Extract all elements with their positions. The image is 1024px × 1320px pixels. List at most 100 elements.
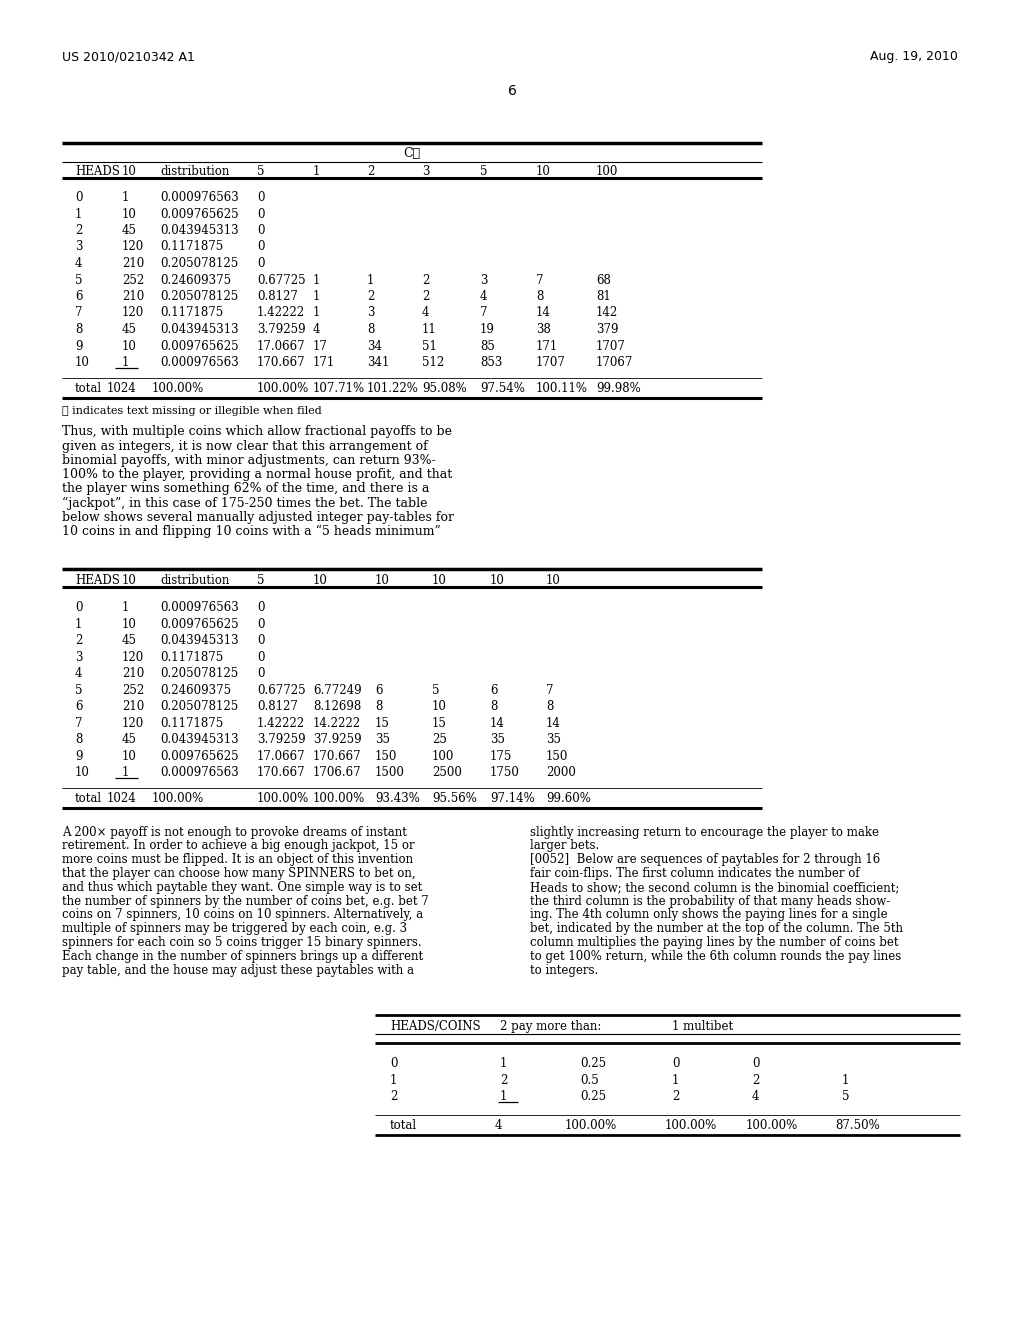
Text: Heads to show; the second column is the binomial coefficient;: Heads to show; the second column is the …	[530, 880, 899, 894]
Text: 1706.67: 1706.67	[313, 766, 361, 779]
Text: 0.67725: 0.67725	[257, 684, 305, 697]
Text: 0.043945313: 0.043945313	[160, 634, 239, 647]
Text: 8: 8	[546, 700, 553, 713]
Text: 101.22%: 101.22%	[367, 381, 419, 395]
Text: 6: 6	[490, 684, 498, 697]
Text: 1500: 1500	[375, 766, 404, 779]
Text: 97.54%: 97.54%	[480, 381, 525, 395]
Text: 3: 3	[422, 165, 429, 178]
Text: 99.98%: 99.98%	[596, 381, 641, 395]
Text: Cⓘ: Cⓘ	[403, 147, 421, 160]
Text: 512: 512	[422, 356, 444, 370]
Text: 0.205078125: 0.205078125	[160, 290, 239, 304]
Text: 15: 15	[375, 717, 390, 730]
Text: given as integers, it is now clear that this arrangement of: given as integers, it is now clear that …	[62, 440, 428, 453]
Text: 0.009765625: 0.009765625	[160, 618, 239, 631]
Text: to integers.: to integers.	[530, 964, 598, 977]
Text: 2: 2	[75, 634, 82, 647]
Text: 252: 252	[122, 273, 144, 286]
Text: 379: 379	[596, 323, 618, 337]
Text: 0.205078125: 0.205078125	[160, 667, 239, 680]
Text: the player wins something 62% of the time, and there is a: the player wins something 62% of the tim…	[62, 482, 429, 495]
Text: distribution: distribution	[160, 165, 229, 178]
Text: 81: 81	[596, 290, 610, 304]
Text: 1: 1	[75, 207, 82, 220]
Text: 210: 210	[122, 257, 144, 271]
Text: 10: 10	[536, 165, 551, 178]
Text: 45: 45	[122, 634, 137, 647]
Text: 1: 1	[500, 1057, 507, 1071]
Text: 35: 35	[490, 733, 505, 746]
Text: Each change in the number of spinners brings up a different: Each change in the number of spinners br…	[62, 950, 423, 962]
Text: 1024: 1024	[106, 381, 137, 395]
Text: 2500: 2500	[432, 766, 462, 779]
Text: pay table, and the house may adjust these paytables with a: pay table, and the house may adjust thes…	[62, 964, 414, 977]
Text: 0: 0	[257, 207, 264, 220]
Text: 5: 5	[480, 165, 487, 178]
Text: more coins must be flipped. It is an object of this invention: more coins must be flipped. It is an obj…	[62, 853, 413, 866]
Text: 170.667: 170.667	[313, 750, 361, 763]
Text: 10: 10	[122, 207, 137, 220]
Text: 1: 1	[390, 1074, 397, 1086]
Text: 7: 7	[546, 684, 554, 697]
Text: ⓘ indicates text missing or illegible when filed: ⓘ indicates text missing or illegible wh…	[62, 407, 322, 417]
Text: 210: 210	[122, 700, 144, 713]
Text: 2: 2	[367, 165, 375, 178]
Text: 10: 10	[432, 700, 446, 713]
Text: 45: 45	[122, 323, 137, 337]
Text: 0.5: 0.5	[580, 1074, 599, 1086]
Text: 107.71%: 107.71%	[313, 381, 366, 395]
Text: 8: 8	[367, 323, 375, 337]
Text: 0.009765625: 0.009765625	[160, 750, 239, 763]
Text: total: total	[75, 381, 102, 395]
Text: 100: 100	[596, 165, 618, 178]
Text: 14: 14	[536, 306, 551, 319]
Text: 1750: 1750	[490, 766, 520, 779]
Text: 100.00%: 100.00%	[746, 1119, 799, 1133]
Text: 210: 210	[122, 290, 144, 304]
Text: 45: 45	[122, 224, 137, 238]
Text: 6.77249: 6.77249	[313, 684, 361, 697]
Text: 4: 4	[75, 667, 83, 680]
Text: bet, indicated by the number at the top of the column. The 5th: bet, indicated by the number at the top …	[530, 923, 903, 935]
Text: 170.667: 170.667	[257, 356, 305, 370]
Text: 1: 1	[122, 601, 129, 614]
Text: 17067: 17067	[596, 356, 634, 370]
Text: 1: 1	[313, 165, 321, 178]
Text: larger bets.: larger bets.	[530, 840, 599, 853]
Text: 100.00%: 100.00%	[565, 1119, 617, 1133]
Text: 8: 8	[75, 733, 82, 746]
Text: 37.9259: 37.9259	[313, 733, 361, 746]
Text: 10: 10	[313, 574, 328, 587]
Text: 10: 10	[375, 574, 390, 587]
Text: 68: 68	[596, 273, 611, 286]
Text: 3: 3	[75, 240, 83, 253]
Text: 100% to the player, providing a normal house profit, and that: 100% to the player, providing a normal h…	[62, 469, 453, 480]
Text: 8: 8	[490, 700, 498, 713]
Text: 0: 0	[257, 240, 264, 253]
Text: 4: 4	[75, 257, 83, 271]
Text: 1: 1	[313, 273, 321, 286]
Text: 0.000976563: 0.000976563	[160, 356, 239, 370]
Text: 3: 3	[367, 306, 375, 319]
Text: 3.79259: 3.79259	[257, 733, 305, 746]
Text: 100.00%: 100.00%	[665, 1119, 717, 1133]
Text: 5: 5	[75, 273, 83, 286]
Text: 0: 0	[257, 618, 264, 631]
Text: 14: 14	[546, 717, 561, 730]
Text: fair coin-flips. The first column indicates the number of: fair coin-flips. The first column indica…	[530, 867, 859, 880]
Text: 0: 0	[75, 191, 83, 205]
Text: 120: 120	[122, 306, 144, 319]
Text: 2 pay more than:: 2 pay more than:	[500, 1020, 601, 1034]
Text: 1: 1	[122, 191, 129, 205]
Text: 1: 1	[313, 290, 321, 304]
Text: 10: 10	[122, 574, 137, 587]
Text: 4: 4	[313, 323, 321, 337]
Text: 7: 7	[75, 306, 83, 319]
Text: column multiplies the paying lines by the number of coins bet: column multiplies the paying lines by th…	[530, 936, 898, 949]
Text: 10: 10	[122, 750, 137, 763]
Text: 15: 15	[432, 717, 446, 730]
Text: 0.043945313: 0.043945313	[160, 733, 239, 746]
Text: 10: 10	[75, 356, 90, 370]
Text: 0: 0	[257, 667, 264, 680]
